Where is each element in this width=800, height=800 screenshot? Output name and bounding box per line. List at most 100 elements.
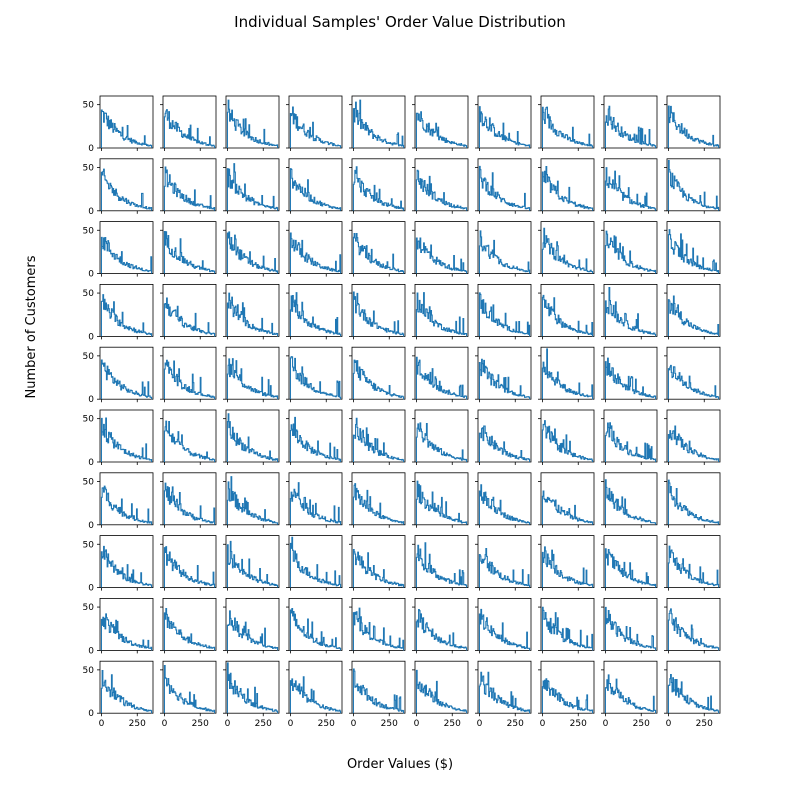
histogram-line	[352, 166, 405, 211]
x-tick-label: 0	[99, 719, 105, 729]
histogram-line	[415, 111, 468, 148]
y-tick-label: 0	[88, 144, 94, 154]
histogram-line	[478, 292, 531, 337]
subplot-panel: 0 50	[83, 472, 154, 531]
histogram-line	[289, 168, 342, 211]
histogram-line	[163, 546, 216, 588]
histogram-line	[163, 297, 216, 337]
subplot-frame	[162, 221, 217, 275]
x-tick-label: 0	[351, 719, 357, 729]
subplot-panel	[286, 346, 343, 403]
histogram-line	[604, 357, 657, 400]
subplot-panel	[664, 158, 721, 214]
histogram-line	[352, 548, 405, 588]
subplot-panel	[475, 158, 532, 214]
histogram-line	[100, 545, 153, 588]
subplot-panel	[223, 598, 280, 654]
histogram-line	[541, 106, 594, 148]
histogram-line	[478, 165, 531, 211]
subplot-panel	[475, 221, 532, 277]
histogram-line	[415, 292, 468, 337]
subplot-panel: 0 250	[412, 660, 469, 729]
histogram-line	[478, 230, 531, 274]
x-tick-label: 250	[570, 719, 587, 729]
subplot-frame	[540, 283, 595, 337]
histogram-line	[163, 230, 216, 274]
subplot-frame	[225, 95, 280, 149]
subplot-panel	[664, 283, 721, 340]
x-tick-label: 250	[318, 719, 335, 729]
subplot-frame	[288, 660, 343, 714]
subplot-panel	[601, 283, 658, 340]
subplot-panel	[538, 346, 595, 403]
subplot-panel	[601, 535, 658, 591]
subplot-panel	[475, 409, 532, 465]
y-tick-label: 50	[83, 289, 95, 299]
histogram-line	[163, 665, 216, 714]
histogram-line	[163, 109, 216, 148]
histogram-line	[667, 105, 720, 148]
histogram-line	[226, 662, 279, 714]
subplot-frame	[288, 472, 343, 526]
subplot-panel	[412, 346, 469, 403]
histogram-line	[352, 291, 405, 337]
chart-title: Individual Samples' Order Value Distribu…	[234, 13, 566, 31]
y-axis-label: Number of Customers	[24, 255, 39, 398]
y-tick-label: 0	[88, 584, 94, 594]
histogram-line	[289, 292, 342, 337]
subplot-panel	[475, 472, 532, 528]
y-tick-label: 0	[88, 395, 94, 405]
subplot-frame	[162, 283, 217, 337]
histogram-line	[415, 542, 468, 588]
subplot-panel	[349, 158, 406, 214]
y-tick-label: 0	[88, 332, 94, 342]
histogram-line	[289, 416, 342, 462]
x-tick-label: 250	[696, 719, 713, 729]
subplot-panel	[349, 283, 406, 340]
subplot-panel	[601, 346, 658, 403]
subplot-panel	[538, 535, 595, 591]
histogram-line	[163, 420, 216, 462]
histogram-line	[226, 413, 279, 462]
subplot-panel	[601, 598, 658, 654]
subplot-frame	[99, 409, 154, 463]
subplot-panel	[286, 598, 343, 654]
subplot-panel	[349, 346, 406, 403]
histogram-line	[478, 425, 531, 462]
histogram-line	[667, 608, 720, 651]
subplot-panel: 0 50	[83, 409, 154, 468]
subplot-panel	[538, 158, 595, 214]
histogram-line	[100, 109, 153, 148]
subplot-panel	[412, 598, 469, 654]
histogram-line	[352, 232, 405, 274]
histogram-line	[667, 674, 720, 714]
subplot-panel	[475, 346, 532, 403]
subplot-panel	[538, 95, 595, 151]
subplot-panel	[160, 221, 217, 277]
histogram-line	[289, 536, 342, 588]
histogram-line	[604, 422, 657, 462]
histogram-line	[226, 163, 279, 211]
subplot-panel	[160, 472, 217, 528]
subplot-panel	[538, 221, 595, 277]
histogram-line	[604, 479, 657, 525]
histogram-line	[289, 482, 342, 525]
subplot-panel	[160, 535, 217, 591]
histogram-line	[478, 608, 531, 651]
histogram-line	[604, 674, 657, 714]
histogram-line	[415, 169, 468, 211]
histogram-line	[289, 232, 342, 274]
subplot-panel	[664, 221, 721, 277]
histogram-line	[226, 292, 279, 337]
histogram-line	[415, 422, 468, 462]
histogram-line	[604, 606, 657, 651]
histogram-line	[352, 607, 405, 651]
histogram-line	[163, 482, 216, 525]
histogram-line	[604, 548, 657, 588]
subplot-panel	[664, 535, 721, 591]
subplot-panel	[664, 472, 721, 528]
y-tick-label: 50	[83, 163, 95, 173]
subplot-panel: 0 250	[538, 660, 595, 729]
subplot-panel	[286, 472, 343, 528]
